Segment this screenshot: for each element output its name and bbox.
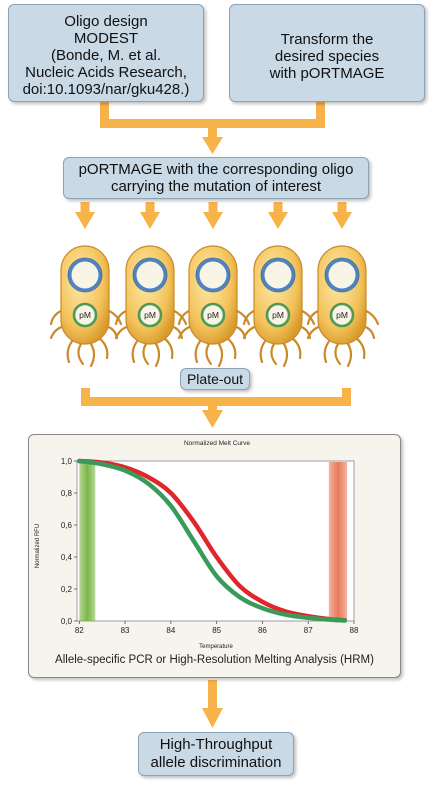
melt-curve-panel: Normalized Melt Curve Normalized RFU Tem… (28, 434, 401, 678)
oligo-line: Oligo design (64, 13, 148, 30)
flagellum (270, 342, 278, 366)
pm-plasmid (265, 302, 291, 328)
x-tick-label: 85 (212, 626, 221, 635)
genome-circle (196, 258, 230, 292)
melt-panel-caption: Allele-specific PCR or High-Resolution M… (55, 654, 374, 666)
x-tick-label: 84 (166, 626, 175, 635)
bacterium-cell: pM (306, 245, 380, 368)
down-arrow-head (203, 212, 223, 229)
down-arrow-shaft (80, 202, 90, 214)
highlight-band (79, 462, 96, 621)
genome-outline (195, 257, 231, 293)
chart-x-axis-label: Temperature (199, 644, 233, 650)
flagellum (205, 342, 213, 366)
transform-box: Transform the desired species with pORTM… (229, 4, 425, 102)
y-tick-label: 0,2 (61, 585, 73, 594)
flagellum (225, 336, 237, 360)
final-line: High-Throughput (159, 736, 273, 753)
flagellum (131, 338, 140, 364)
pm-plasmid-label: pM (207, 310, 219, 320)
chart-y-axis-label: Normalized RFU (35, 524, 41, 568)
flagellum (259, 338, 268, 364)
x-tick-label: 88 (350, 626, 359, 635)
oligo-line: MODEST (73, 30, 139, 47)
down-arrow-head (140, 212, 160, 229)
bacteria-cells: pM pM pM pM pM (49, 245, 380, 368)
y-tick-label: 1,0 (61, 457, 73, 466)
highlight-band (328, 462, 348, 621)
flagellum (66, 338, 75, 364)
x-tick-label: 87 (304, 626, 313, 635)
chart-title: Normalized Melt Curve (184, 440, 250, 447)
genome-circle (133, 258, 167, 292)
genome-circle (261, 258, 295, 292)
flagellum (323, 338, 332, 364)
flagellum (217, 342, 224, 368)
oligo-line: (Bonde, M. et al. (50, 47, 162, 64)
pm-plasmid (72, 302, 98, 328)
oligo-line: doi:10.1093/nar/gku428.) (22, 81, 190, 98)
portmage-box: pORTMAGE with the corresponding oligo ca… (63, 157, 369, 199)
plot-area (76, 460, 355, 622)
pm-plasmid-label: pM (272, 310, 284, 320)
bacterium-cell: pM (177, 245, 251, 368)
genome-circle (325, 258, 359, 292)
y-tick-label: 0,8 (61, 489, 73, 498)
flagellum (97, 336, 109, 360)
bacterium-cell: pM (242, 245, 316, 368)
flagellum (89, 342, 96, 368)
transform-line: with pORTMAGE (269, 65, 385, 82)
pm-plasmid (329, 302, 355, 328)
genome-outline (132, 257, 168, 293)
plate-out-label: Plate-out (186, 371, 244, 387)
flagellum (142, 342, 150, 366)
plate-out-box: Plate-out (180, 368, 250, 390)
bacterium-cell: pM (114, 245, 188, 368)
melt-curve-chart: Normalized Melt Curve Normalized RFU Tem… (35, 440, 359, 650)
flagellum (194, 338, 203, 364)
flagellum (77, 342, 85, 366)
flagellum (346, 342, 353, 368)
final-result-box: High-Throughput allele discrimination (138, 732, 294, 776)
pm-plasmid (137, 302, 163, 328)
down-arrow-shaft (337, 202, 347, 214)
oligo-design-box: Oligo design MODEST (Bonde, M. et al. Nu… (8, 4, 204, 102)
flagellum (162, 336, 174, 360)
y-tick-label: 0,6 (61, 521, 73, 530)
x-tick-label: 83 (121, 626, 130, 635)
x-tick-label: 82 (75, 626, 84, 635)
y-tick-label: 0,0 (61, 617, 73, 626)
portmage-line: carrying the mutation of interest (110, 178, 322, 195)
flagellum (282, 342, 289, 368)
genome-outline (324, 257, 360, 293)
pm-plasmid-label: pM (336, 310, 348, 320)
genome-circle (68, 258, 102, 292)
genome-outline (260, 257, 296, 293)
oligo-line: Nucleic Acids Research, (25, 64, 187, 81)
transform-line: Transform the (280, 31, 374, 48)
down-arrow-head (75, 212, 95, 229)
down-arrow-shaft (273, 202, 283, 214)
pm-plasmid-label: pM (79, 310, 91, 320)
final-line: allele discrimination (150, 754, 282, 771)
transform-line: desired species (274, 48, 380, 65)
melt-curve-line (77, 458, 348, 623)
y-tick-label: 0,4 (61, 553, 73, 562)
portmage-line: pORTMAGE with the corresponding oligo (78, 161, 354, 178)
pm-plasmid (200, 302, 226, 328)
down-arrow-shaft (208, 202, 218, 214)
flagellum (154, 342, 161, 368)
down-arrow-head (332, 212, 352, 229)
down-arrow-shaft (145, 202, 155, 214)
flagellum (290, 336, 302, 360)
x-tick-label: 86 (258, 626, 267, 635)
genome-outline (67, 257, 103, 293)
down-arrow-head (268, 212, 288, 229)
bacterium-cell: pM (49, 245, 123, 368)
flagellum (354, 336, 366, 360)
flagellum (334, 342, 342, 366)
pm-plasmid-label: pM (144, 310, 156, 320)
